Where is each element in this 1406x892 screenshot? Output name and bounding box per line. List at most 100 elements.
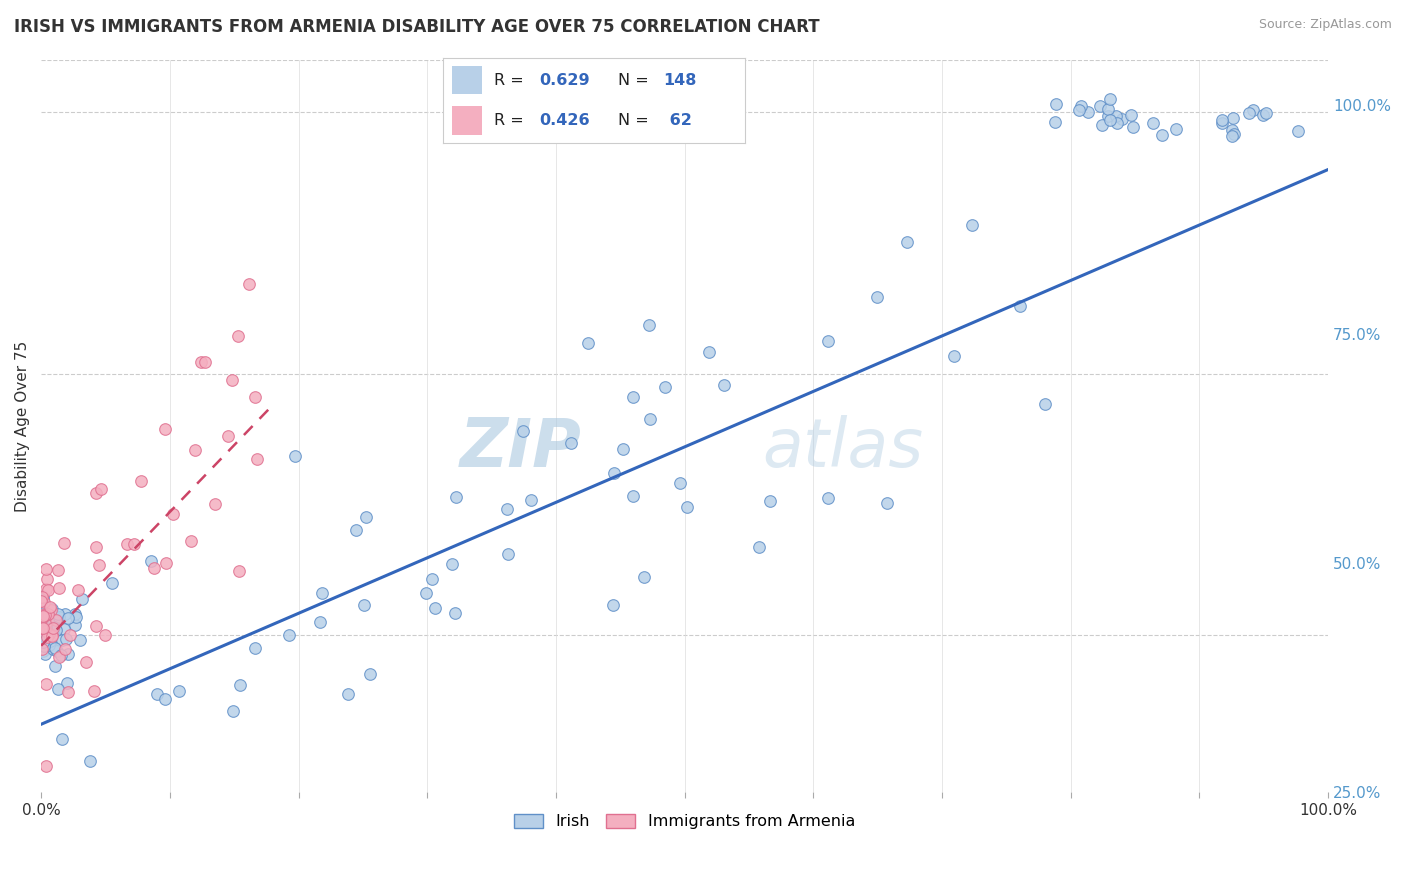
Point: [759, 494, 782, 508]
Point: [55, 632, 77, 646]
Bar: [451, 66, 482, 95]
Point: [31, 594, 53, 608]
Text: N =: N =: [619, 72, 650, 87]
Point: [1220, 129, 1243, 144]
Point: [79, 754, 101, 768]
Point: [30, 593, 52, 607]
Point: [1104, 109, 1126, 123]
Point: [748, 540, 770, 554]
Point: [38, 627, 60, 641]
Point: [1150, 128, 1173, 142]
Point: [37, 583, 59, 598]
Point: [576, 335, 599, 350]
Point: [162, 507, 184, 521]
Point: [221, 704, 243, 718]
Point: [87, 558, 110, 572]
Point: [243, 390, 266, 404]
Point: [38, 638, 60, 652]
Point: [31, 621, 53, 635]
Point: [84, 486, 107, 500]
Point: [69, 633, 91, 648]
Point: [46, 644, 69, 658]
Point: [35, 624, 58, 638]
Point: [942, 349, 965, 363]
Point: [30, 612, 52, 626]
Point: [669, 476, 692, 491]
Text: 0.629: 0.629: [540, 72, 591, 87]
Point: [58, 628, 80, 642]
Point: [39, 635, 62, 649]
Point: [1239, 106, 1261, 120]
Point: [58, 647, 80, 661]
Point: [90, 482, 112, 496]
Point: [42, 613, 65, 627]
Point: [46, 563, 69, 577]
Point: [866, 290, 889, 304]
Point: [51, 633, 73, 648]
Point: [638, 411, 661, 425]
Point: [309, 615, 332, 629]
Point: [32, 609, 55, 624]
Point: [44, 659, 66, 673]
Point: [46, 611, 69, 625]
Point: [44, 624, 66, 638]
Y-axis label: Disability Age Over 75: Disability Age Over 75: [15, 341, 30, 512]
Point: [1091, 118, 1114, 132]
Point: [1070, 99, 1092, 113]
Point: [1286, 124, 1309, 138]
Point: [53, 622, 76, 636]
Point: [31, 607, 53, 622]
Point: [122, 537, 145, 551]
Point: [1098, 112, 1121, 127]
Point: [31, 638, 53, 652]
Point: [425, 600, 447, 615]
Point: [190, 355, 212, 369]
Text: 62: 62: [664, 113, 692, 128]
Point: [193, 355, 215, 369]
Point: [101, 575, 124, 590]
Point: [311, 586, 333, 600]
Point: [35, 759, 58, 773]
Point: [46, 607, 69, 622]
Point: [35, 677, 58, 691]
Point: [560, 436, 582, 450]
Point: [184, 442, 207, 457]
Point: [32, 618, 55, 632]
Point: [65, 609, 87, 624]
Point: [512, 424, 534, 438]
Point: [65, 618, 87, 632]
Text: ZIP: ZIP: [460, 415, 582, 481]
Point: [1223, 127, 1246, 141]
Point: [229, 678, 252, 692]
Point: [37, 609, 59, 624]
Point: [41, 621, 63, 635]
Point: [1077, 105, 1099, 120]
Point: [41, 623, 63, 637]
Point: [1241, 103, 1264, 117]
Point: [31, 610, 53, 624]
Point: [34, 595, 56, 609]
Point: [41, 628, 63, 642]
Text: 148: 148: [664, 72, 697, 87]
Point: [31, 641, 53, 656]
Point: [34, 638, 56, 652]
Legend: Irish, Immigrants from Armenia: Irish, Immigrants from Armenia: [508, 807, 862, 836]
Point: [37, 631, 59, 645]
Point: [34, 608, 56, 623]
Point: [32, 643, 55, 657]
Point: [697, 345, 720, 359]
Point: [58, 610, 80, 624]
Point: [115, 537, 138, 551]
Point: [70, 591, 93, 606]
Point: [354, 509, 377, 524]
Point: [1142, 115, 1164, 129]
Point: [246, 452, 269, 467]
Point: [603, 467, 626, 481]
Point: [1111, 112, 1133, 126]
Point: [44, 622, 66, 636]
Point: [139, 553, 162, 567]
Point: [1254, 106, 1277, 120]
Text: IRISH VS IMMIGRANTS FROM ARMENIA DISABILITY AGE OVER 75 CORRELATION CHART: IRISH VS IMMIGRANTS FROM ARMENIA DISABIL…: [14, 18, 820, 36]
Point: [48, 610, 70, 624]
Point: [155, 556, 177, 570]
